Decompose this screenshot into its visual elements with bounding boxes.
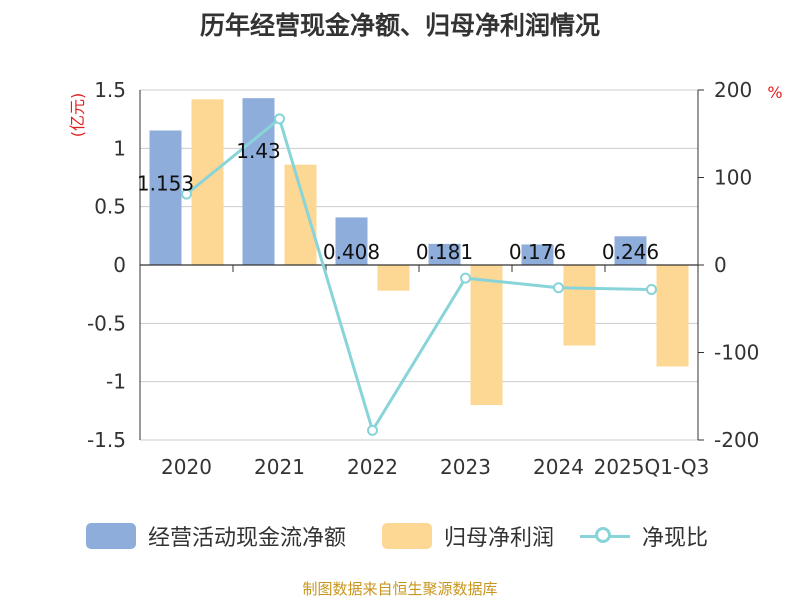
bar-net-profit-2023 — [470, 265, 503, 405]
left-axis-tick-label: 1 — [113, 136, 126, 160]
legend-swatch-cashflow — [86, 523, 136, 549]
data-label-cashflow: 1.43 — [236, 139, 281, 163]
ratio-point-2023 — [460, 272, 471, 284]
bar-cashflow-2024 — [521, 244, 554, 265]
left-axis-tick-label: -0.5 — [87, 311, 126, 335]
legend-item-ratio[interactable]: 净现比 — [580, 518, 708, 554]
bar-net-profit-2024 — [563, 265, 596, 346]
ratio-point-2025Q1-Q3 — [646, 284, 657, 295]
right-axis-tick-label: 100 — [714, 166, 752, 190]
bar-net-profit-2022 — [377, 265, 410, 291]
bar-net-profit-2020 — [191, 99, 224, 265]
left-axis-tick-label: -1 — [106, 370, 126, 394]
legend: 经营活动现金流净额 归母净利润 净现比 — [0, 518, 800, 554]
ratio-line-path — [185, 117, 652, 432]
left-axis-tick-label: -1.5 — [87, 428, 126, 452]
data-label-cashflow: 0.246 — [602, 240, 659, 264]
axes: 1.5 1 0.5 0 -0.5 -1 -1.5 200 100 0 -100 -200 (亿元)% 20… — [68, 78, 783, 479]
chart-title: 历年经营现金净额、归母净利润情况 — [199, 11, 600, 40]
legend-item-cashflow[interactable]: 经营活动现金流净额 — [86, 518, 346, 554]
ratio-line — [181, 113, 657, 436]
x-axis-label: 2021 — [254, 455, 305, 479]
x-axis-label: 2025Q1-Q3 — [594, 455, 710, 479]
x-axis-label: 2024 — [533, 455, 584, 479]
data-source: 制图数据来自恒生聚源数据库 — [302, 580, 498, 598]
data-label-cashflow: 0.408 — [323, 240, 380, 264]
right-axis-tick-label: -200 — [714, 428, 759, 452]
bar-cashflow-2025Q1-Q3 — [614, 236, 647, 265]
legend-label-cashflow: 经营活动现金流净额 — [148, 526, 347, 551]
ratio-point-2024 — [553, 282, 564, 294]
legend-label-net-profit: 归母净利润 — [444, 526, 555, 551]
bar-cashflow-2021 — [242, 98, 275, 266]
legend-item-net-profit[interactable]: 归母净利润 — [382, 518, 554, 554]
left-axis-unit: (亿元) — [68, 93, 87, 138]
data-label-cashflow: 0.181 — [416, 240, 473, 264]
bars — [149, 98, 689, 405]
x-axis-label: 2023 — [440, 455, 491, 479]
left-axis-tick-label: 0.5 — [94, 195, 126, 219]
x-axis-label: 2020 — [161, 455, 212, 479]
right-axis-tick-label: 200 — [714, 78, 752, 102]
data-label-cashflow: 0.176 — [509, 240, 566, 264]
legend-label-ratio: 净现比 — [642, 526, 709, 551]
bar-cashflow-2020 — [149, 130, 182, 265]
ratio-point-2022 — [367, 424, 378, 436]
x-axis-label: 2022 — [347, 455, 398, 479]
ratio-point-2020 — [181, 188, 192, 200]
bar-net-profit-2025Q1-Q3 — [656, 265, 689, 367]
left-axis-tick-label: 1.5 — [94, 78, 126, 102]
right-axis-tick-label: 0 — [714, 253, 727, 277]
ratio-point-2021 — [274, 113, 285, 125]
bar-net-profit-2021 — [284, 164, 317, 265]
bar-cashflow-2022 — [335, 217, 368, 265]
right-axis-unit: % — [767, 83, 782, 102]
left-axis-tick-label: 0 — [113, 253, 126, 277]
data-labels: 1.153 1.43 0.408 0.181 0.176 0.246 — [137, 139, 659, 264]
data-label-cashflow: 1.153 — [137, 171, 194, 195]
right-axis-tick-label: -100 — [714, 341, 759, 365]
legend-swatch-ratio — [580, 523, 630, 549]
legend-swatch-net-profit — [382, 523, 432, 549]
bar-cashflow-2023 — [428, 243, 461, 265]
